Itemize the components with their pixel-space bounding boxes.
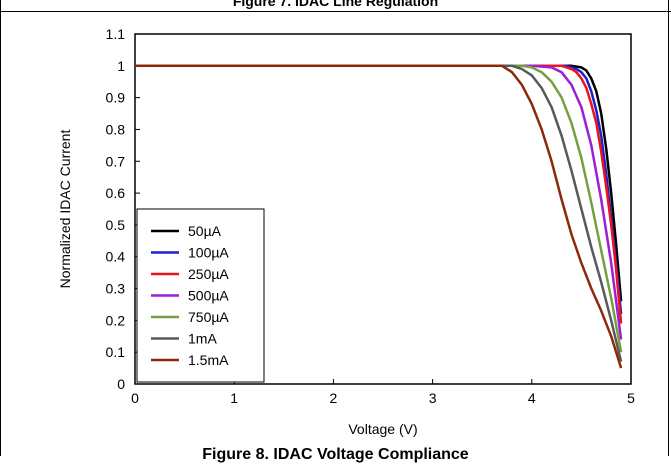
legend-label-1: 100µA bbox=[188, 245, 229, 261]
x-tick-label: 3 bbox=[429, 390, 437, 406]
y-tick-label: 0.3 bbox=[106, 281, 126, 297]
y-tick-label: 0.4 bbox=[106, 249, 126, 265]
legend-label-5: 1mA bbox=[188, 331, 217, 347]
y-tick-label: 1.1 bbox=[106, 26, 126, 42]
legend-label-4: 750µA bbox=[188, 309, 229, 325]
x-axis-label: Voltage (V) bbox=[348, 421, 417, 437]
y-tick-label: 0.2 bbox=[106, 312, 126, 328]
y-axis-label: Normalized IDAC Current bbox=[57, 130, 73, 289]
y-tick-label: 1 bbox=[117, 58, 125, 74]
y-tick-label: 0.6 bbox=[106, 185, 126, 201]
x-tick-label: 2 bbox=[330, 390, 338, 406]
y-tick-label: 0.5 bbox=[106, 217, 126, 233]
x-tick-label: 0 bbox=[131, 390, 139, 406]
caption-separator bbox=[0, 11, 671, 12]
series-lines bbox=[135, 64, 623, 369]
y-tick-label: 0.7 bbox=[106, 153, 126, 169]
legend-label-2: 250µA bbox=[188, 266, 229, 282]
series-line-3 bbox=[135, 64, 623, 340]
figure-caption-bottom: Figure 8. IDAC Voltage Compliance bbox=[202, 446, 469, 463]
legend: 50µA 100µA 250µA 500µA 750µA 1mA 1.5mA bbox=[136, 208, 265, 383]
figure-caption-top: Figure 7. IDAC Line Regulation bbox=[232, 0, 439, 9]
x-tick-label: 1 bbox=[230, 390, 238, 406]
y-tick-label: 0.9 bbox=[106, 90, 126, 106]
y-tick-label: 0.1 bbox=[106, 344, 126, 360]
legend-label-6: 1.5mA bbox=[188, 352, 229, 368]
y-tick-label: 0 bbox=[117, 376, 125, 392]
series-line-4 bbox=[135, 64, 623, 353]
legend-label-3: 500µA bbox=[188, 288, 229, 304]
y-tick-label: 0.8 bbox=[106, 121, 126, 137]
axis-ticks: 0 1 2 3 4 5 0 0.1 0.2 0.3 0.4 0.5 0.6 0.7 0.8 0.9 1 1.1 bbox=[106, 26, 636, 406]
x-tick-label: 5 bbox=[627, 390, 635, 406]
x-tick-label: 4 bbox=[528, 390, 536, 406]
legend-label-0: 50µA bbox=[188, 223, 222, 239]
figure-frame bbox=[0, 0, 669, 456]
series-line-6 bbox=[135, 64, 623, 369]
series-line-2 bbox=[135, 64, 623, 324]
series-line-5 bbox=[135, 64, 623, 362]
